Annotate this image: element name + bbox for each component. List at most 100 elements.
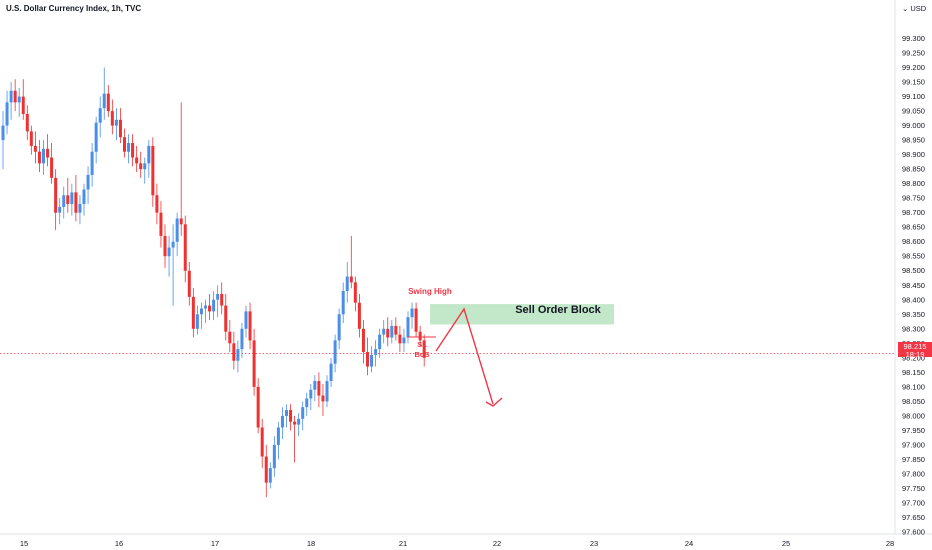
candle-body [147, 145, 151, 164]
candle-body [127, 143, 131, 152]
x-tick-label: 21 [399, 539, 407, 548]
y-tick-label: 98.200 [902, 353, 925, 362]
candle-body [37, 151, 41, 164]
candle-body [220, 293, 224, 306]
candle-body [293, 421, 297, 425]
candle-body [139, 163, 143, 170]
candle-body [337, 314, 341, 341]
candle-body [276, 427, 280, 445]
candle-body [74, 192, 78, 213]
candle-body [78, 203, 82, 213]
y-tick-label: 99.250 [902, 49, 925, 58]
last-price-value: 98.215 [903, 342, 927, 351]
candle-body [236, 349, 240, 361]
candle-body [98, 108, 102, 123]
candle-body [82, 189, 86, 204]
candle-body [54, 177, 58, 213]
candle-body [208, 305, 212, 312]
y-tick-label: 98.850 [902, 165, 925, 174]
candle-body [317, 381, 321, 396]
candle-body [179, 218, 183, 225]
time-axis[interactable]: 15 16 17 18 21 22 23 24 25 28 [20, 539, 894, 548]
candle-body [191, 296, 195, 329]
candle-body [398, 334, 402, 344]
candle-body [29, 131, 33, 146]
candle-body [102, 93, 106, 109]
candle-body [280, 415, 284, 428]
candle-body [9, 90, 13, 103]
candles-group [1, 67, 426, 498]
candle-body [333, 340, 337, 364]
candle-body [244, 311, 248, 329]
y-tick-label: 98.750 [902, 194, 925, 203]
candle-body [159, 212, 163, 236]
candle-body [187, 270, 191, 297]
candle-body [305, 398, 309, 408]
candle-body [228, 331, 232, 344]
candle-body [46, 148, 50, 158]
y-tick-label: 98.500 [902, 266, 925, 275]
candle-body [345, 276, 349, 292]
chart-title: U.S. Dollar Currency Index, 1h, TVC [6, 4, 142, 13]
candle-body [248, 311, 252, 341]
order-block-label: Sell Order Block [515, 304, 601, 316]
candle-body [260, 427, 264, 457]
candle-body [62, 195, 66, 207]
candle-body [357, 302, 361, 329]
candle-body [386, 328, 390, 338]
candle-body [325, 381, 329, 402]
candle-body [382, 328, 386, 335]
candle-body [232, 343, 236, 361]
candle-body [341, 291, 345, 315]
candle-body [90, 151, 94, 175]
y-tick-label: 98.400 [902, 295, 925, 304]
x-tick-label: 18 [307, 539, 315, 548]
y-tick-label: 98.600 [902, 237, 925, 246]
candle-body [21, 96, 25, 114]
candle-body [183, 224, 187, 271]
candle-body [394, 325, 398, 335]
sell-order-block-zone [430, 304, 614, 325]
candle-body [110, 111, 114, 126]
candle-body [151, 145, 155, 196]
candle-body [171, 241, 175, 248]
x-tick-label: 15 [20, 539, 28, 548]
candle-body [135, 157, 139, 164]
x-tick-label: 28 [886, 539, 894, 548]
bos-label: BoS [415, 350, 430, 359]
candle-body [301, 407, 305, 419]
candle-body [406, 317, 410, 338]
currency-label[interactable]: ⌄ USD [902, 4, 927, 13]
y-tick-label: 99.050 [902, 107, 925, 116]
candle-body [285, 410, 288, 416]
candle-body [256, 386, 260, 428]
x-tick-label: 23 [590, 539, 598, 548]
sl-label: SL [417, 340, 427, 349]
y-tick-label: 99.300 [902, 34, 925, 43]
candle-body [199, 308, 203, 315]
y-tick-label: 97.700 [902, 498, 925, 507]
y-tick-label: 97.800 [902, 469, 925, 478]
candle-body [143, 163, 147, 170]
y-tick-label: 98.950 [902, 136, 925, 145]
x-tick-label: 17 [211, 539, 219, 548]
y-tick-label: 97.900 [902, 440, 925, 449]
y-tick-label: 98.300 [902, 324, 925, 333]
candle-body [240, 328, 244, 350]
candle-body [272, 444, 276, 469]
y-tick-label: 97.750 [902, 484, 925, 493]
y-tick-label: 99.100 [902, 92, 925, 101]
price-axis[interactable]: 99.300 99.250 99.200 99.150 99.100 99.050 99.0… [902, 34, 925, 536]
candle-body [163, 235, 167, 257]
currency-code: USD [910, 4, 927, 13]
candle-body [175, 218, 179, 242]
candle-body [58, 206, 62, 213]
y-tick-label: 99.150 [902, 78, 925, 87]
projection-path [435, 307, 494, 405]
x-tick-label: 25 [782, 539, 790, 548]
candle-body [268, 468, 272, 483]
y-tick-label: 98.050 [902, 397, 925, 406]
candle-body [50, 157, 54, 178]
y-tick-label: 97.950 [902, 426, 925, 435]
